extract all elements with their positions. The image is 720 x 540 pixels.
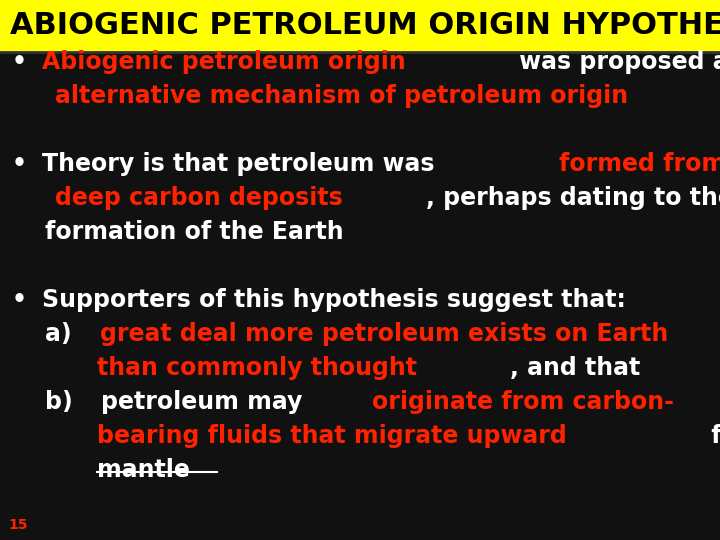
Text: ABIOGENIC PETROLEUM ORIGIN HYPOTHESIS: ABIOGENIC PETROLEUM ORIGIN HYPOTHESIS <box>10 11 720 40</box>
Text: •: • <box>12 152 35 176</box>
Text: great deal more petroleum exists on Earth: great deal more petroleum exists on Eart… <box>99 322 668 346</box>
Text: formed from: formed from <box>559 152 720 176</box>
Text: formation of the Earth: formation of the Earth <box>12 220 343 244</box>
Text: mantle: mantle <box>97 458 190 482</box>
Text: 15: 15 <box>8 518 27 532</box>
Text: originate from carbon-: originate from carbon- <box>372 390 673 414</box>
Text: a): a) <box>12 322 80 346</box>
FancyBboxPatch shape <box>0 0 720 52</box>
Text: was proposed as an: was proposed as an <box>511 50 720 74</box>
Text: Supporters of this hypothesis suggest that:: Supporters of this hypothesis suggest th… <box>42 288 626 312</box>
Text: •: • <box>12 288 35 312</box>
Text: Abiogenic petroleum origin: Abiogenic petroleum origin <box>42 50 406 74</box>
Text: Theory is that petroleum was: Theory is that petroleum was <box>42 152 443 176</box>
Text: than commonly thought: than commonly thought <box>97 356 417 380</box>
Text: petroleum may: petroleum may <box>101 390 310 414</box>
Text: , perhaps dating to the: , perhaps dating to the <box>426 186 720 210</box>
Text: •: • <box>12 50 35 74</box>
Text: deep carbon deposits: deep carbon deposits <box>55 186 342 210</box>
Text: b): b) <box>12 390 81 414</box>
Text: from the: from the <box>703 424 720 448</box>
Text: , and that: , and that <box>510 356 640 380</box>
Text: alternative mechanism of petroleum origin: alternative mechanism of petroleum origi… <box>55 84 628 108</box>
Text: bearing fluids that migrate upward: bearing fluids that migrate upward <box>97 424 567 448</box>
